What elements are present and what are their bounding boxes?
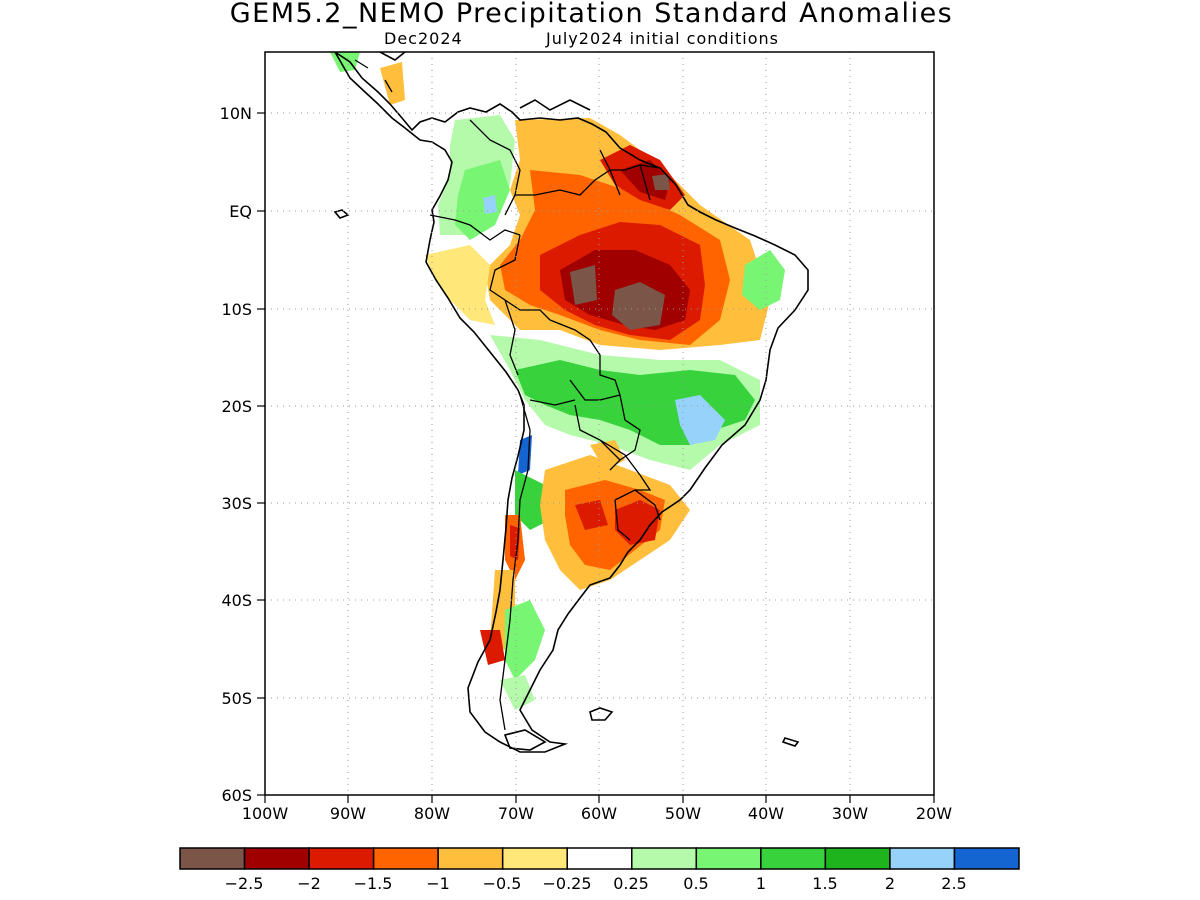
colorbar-swatch — [566, 847, 633, 870]
colorbar — [179, 847, 1020, 870]
colorbar-labels: −2.5 −2 −1.5 −1 −0.5 −0.25 0.25 0.5 1 1.… — [225, 874, 967, 893]
south-georgia — [781, 737, 800, 747]
border-peru-bolivia — [504, 299, 519, 376]
longitude-labels: 100W 90W 80W 70W 60W 50W 40W 30W 20W — [242, 804, 952, 823]
dry-region-paraguay — [590, 440, 625, 470]
colorbar-tick-label: 1 — [756, 874, 766, 893]
colorbar-swatch — [501, 847, 568, 870]
lat-label: 40S — [221, 591, 252, 610]
colorbar-swatch — [760, 847, 827, 870]
border-bolivia-brazil — [549, 319, 621, 396]
border-argentina-bolivia — [529, 399, 576, 406]
border-argentina-brazil — [635, 474, 652, 491]
dry-region-central-america — [380, 62, 405, 105]
lon-label: 20W — [916, 804, 952, 823]
colorbar-swatch — [889, 847, 956, 870]
axis-ticks — [257, 112, 935, 803]
map-title: GEM5.2_NEMO Precipitation Standard Anoma… — [229, 0, 954, 29]
initial-conditions: July2024 initial conditions — [546, 29, 779, 48]
dry-region-uruguay — [615, 500, 660, 545]
colorbar-tick-label: −0.25 — [542, 874, 591, 893]
border-bolivia-paraguay — [569, 379, 621, 401]
wet-region-colombia — [455, 160, 510, 240]
extreme-dry-west — [570, 265, 597, 305]
colorbar-swatch — [824, 847, 891, 870]
border-argentina-paraguay — [574, 404, 641, 476]
colorbar-tick-label: 0.25 — [613, 874, 649, 893]
colorbar-swatch — [179, 847, 246, 870]
colorbar-tick-label: 1.5 — [812, 874, 837, 893]
galapagos — [333, 209, 350, 219]
wet-region-patagonia — [505, 600, 545, 680]
colorbar-tick-label: −0.5 — [483, 874, 522, 893]
border-guianas — [599, 149, 661, 201]
colorbar-tick-label: 2 — [885, 874, 895, 893]
lat-label: 30S — [221, 494, 252, 513]
colorbar-tick-label: 2.5 — [941, 874, 966, 893]
colorbar-tick-label: −1.5 — [354, 874, 393, 893]
border-uruguay-brazil — [614, 489, 661, 541]
colorbar-tick-label: −2 — [297, 874, 321, 893]
lon-label: 30W — [832, 804, 868, 823]
dry-region-pampa — [575, 500, 608, 530]
wet-region-south — [500, 675, 535, 710]
country-borders — [354, 59, 661, 731]
coastlines — [333, 52, 809, 753]
tierra-del-fuego — [503, 729, 547, 751]
colorbar-tick-label: −1 — [426, 874, 450, 893]
lon-label: 90W — [330, 804, 366, 823]
colorbar-swatch — [243, 847, 310, 870]
wet-spot-colombia — [483, 195, 497, 214]
border-paraguay-brazil — [609, 394, 641, 471]
dry-region-chile-core — [510, 525, 520, 560]
colorbar-swatch — [308, 847, 375, 870]
lat-label: 20S — [221, 397, 252, 416]
colorbar-swatch — [437, 847, 504, 870]
dry-region-west — [425, 245, 495, 325]
south-america-coastline — [334, 52, 809, 753]
lon-label: 70W — [498, 804, 534, 823]
border-peru-brazil — [489, 234, 551, 321]
falkland-islands — [589, 707, 614, 721]
colorbar-tick-label: 0.5 — [683, 874, 708, 893]
lat-label: 10S — [221, 300, 252, 319]
lon-label: 40W — [748, 804, 784, 823]
central-america-coast-north — [379, 52, 406, 61]
lon-label: 50W — [665, 804, 701, 823]
border-colombia-ecuador-peru — [429, 214, 521, 241]
border-argentina-chile — [499, 394, 531, 731]
wet-spot-southeast-brazil — [675, 395, 725, 445]
border-central-america — [354, 59, 393, 93]
colorbar-tick-label: −2.5 — [225, 874, 264, 893]
lon-label: 100W — [242, 804, 289, 823]
caribbean-coast — [519, 99, 591, 111]
wet-region-northeast-brazil — [742, 250, 785, 310]
border-colombia-venezuela — [469, 119, 521, 216]
colorbar-swatch — [372, 847, 439, 870]
colorbar-swatch — [953, 847, 1020, 870]
border-venezuela-brazil — [515, 169, 611, 196]
lat-label: 50S — [221, 689, 252, 708]
lon-label: 60W — [581, 804, 617, 823]
latitude-labels: 10N EQ 10S 20S 30S 40S 50S 60S — [220, 104, 252, 805]
lon-label: 80W — [414, 804, 450, 823]
colorbar-swatch — [631, 847, 698, 870]
lat-label: EQ — [229, 202, 252, 221]
anomaly-field — [330, 52, 810, 755]
colorbar-swatch — [695, 847, 762, 870]
extreme-dry-center — [612, 282, 665, 330]
lat-label: 10N — [220, 104, 252, 123]
lat-label: 60S — [221, 786, 252, 805]
forecast-month: Dec2024 — [384, 29, 463, 48]
dry-region-patagonia-core — [480, 630, 505, 665]
extreme-dry-north — [652, 174, 670, 190]
